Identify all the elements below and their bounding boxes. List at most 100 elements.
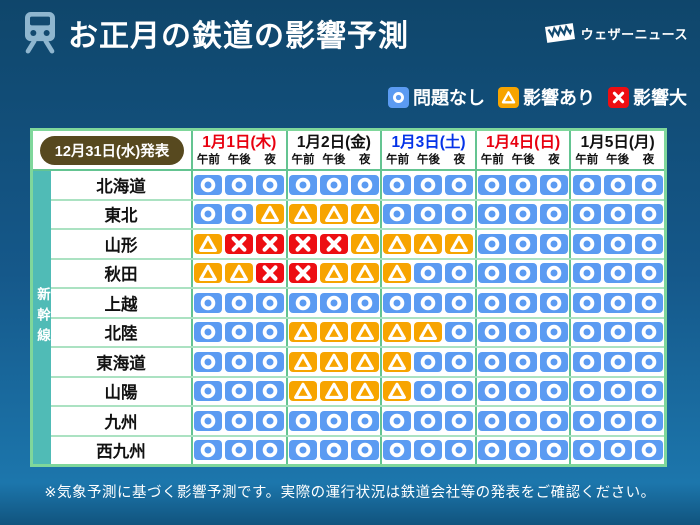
day-time-slots: 午前 午後夜 — [193, 151, 286, 167]
status-icon-warn — [350, 351, 379, 372]
status-icon-ok — [572, 233, 601, 254]
day-time-slots: 午前 午後夜 — [571, 151, 664, 167]
day-header-5: 1月5日(月) 午前 午後夜 — [569, 131, 664, 169]
status-icon-ok — [225, 440, 254, 461]
legend-item-warn: 影響あり — [498, 84, 595, 110]
day-time-slots: 午前 午後夜 — [382, 151, 475, 167]
line-label: 東海道 — [96, 354, 146, 373]
status-icon-ok — [572, 204, 601, 225]
status-icon-ok — [540, 233, 569, 254]
status-icon-warn — [225, 263, 254, 284]
time-slot-label: 午後 — [227, 154, 251, 167]
day-cell — [380, 230, 475, 258]
legend-item-bad: 影響大 — [608, 84, 687, 110]
status-icon-ok — [194, 440, 223, 461]
day-cell — [569, 200, 664, 228]
status-icon-ok — [509, 204, 538, 225]
line-label: 九州 — [104, 413, 138, 432]
day-header-2: 1月2日(金) 午前 午後夜 — [285, 131, 381, 169]
status-icon-ok — [288, 292, 317, 313]
day-cell — [474, 436, 570, 464]
status-icon-ok — [256, 410, 285, 431]
status-icon-warn — [350, 322, 379, 343]
status-icon-ok — [225, 322, 254, 343]
day-cell — [191, 200, 286, 228]
train-icon — [25, 12, 55, 54]
day-cell — [380, 407, 475, 435]
status-icon-warn — [288, 322, 317, 343]
line-label: 上越 — [104, 295, 138, 314]
day-cell — [285, 171, 381, 199]
status-icon-ok — [540, 322, 569, 343]
day-cell — [474, 318, 570, 346]
day-cell — [191, 377, 286, 405]
announce-cell: 12月31日(水)発表 — [33, 131, 191, 169]
status-icon-ok — [194, 292, 223, 313]
status-icon-bad — [256, 263, 285, 284]
time-slot-label: 午前 — [480, 154, 504, 167]
status-icon-ok — [509, 322, 538, 343]
time-slot-label: 午前 — [386, 154, 410, 167]
status-icon-ok — [288, 410, 317, 431]
footer-note: ※気象予測に基づく影響予測です。実際の運行状況は鉄道会社等の発表をご確認ください… — [44, 485, 656, 501]
status-icon-ok — [540, 410, 569, 431]
status-icon-ok — [478, 440, 507, 461]
top-bar: お正月の鉄道の影響予測 ウェザーニュース — [0, 0, 700, 64]
legend-label: 問題なし — [413, 88, 485, 108]
status-icon-ok — [603, 410, 632, 431]
status-icon-ok — [414, 174, 443, 195]
status-icon-ok — [540, 440, 569, 461]
status-icon-ok — [572, 263, 601, 284]
status-icon-ok — [634, 174, 663, 195]
status-icon-ok — [194, 174, 223, 195]
status-icon-ok — [603, 440, 632, 461]
status-icon-ok — [256, 381, 285, 402]
forecast-table: 12月31日(水)発表 1月1日(木) 午前 午後夜 1月2日(金) 午前 午後夜 1月3日… — [30, 128, 667, 467]
status-icon-warn — [319, 204, 348, 225]
page-title: お正月の鉄道の影響予測 — [68, 20, 409, 53]
status-icon-ok — [634, 351, 663, 372]
status-icon-warn — [414, 233, 443, 254]
status-icon-ok — [445, 351, 474, 372]
status-icon-ok — [478, 292, 507, 313]
status-icon-ok — [288, 174, 317, 195]
status-icon-ok — [225, 351, 254, 372]
day-cell — [191, 171, 286, 199]
status-icon-ok — [414, 263, 443, 284]
status-icon-ok — [478, 233, 507, 254]
status-icon-ok — [225, 381, 254, 402]
status-icon-ok — [540, 174, 569, 195]
status-icon-ok — [572, 174, 601, 195]
status-icon-ok — [225, 292, 254, 313]
status-icon-ok — [478, 263, 507, 284]
day-cell — [380, 289, 475, 317]
time-slot-label: 午前 — [196, 154, 220, 167]
day-cell — [380, 259, 475, 287]
status-icon-ok — [288, 440, 317, 461]
status-icon-ok — [603, 381, 632, 402]
status-icon-ok — [383, 204, 412, 225]
time-slot-label: 夜 — [358, 154, 371, 167]
status-icon-ok — [478, 381, 507, 402]
status-icon-ok — [414, 292, 443, 313]
day-header-3: 1月3日(土) 午前 午後夜 — [380, 131, 475, 169]
status-icon-ok — [572, 381, 601, 402]
status-icon-ok — [509, 263, 538, 284]
status-icon-ok — [445, 204, 474, 225]
day-cell — [285, 289, 381, 317]
status-icon-warn — [194, 233, 223, 254]
day-cell — [285, 259, 381, 287]
status-icon-ok — [540, 292, 569, 313]
table-row: 秋田 — [51, 257, 664, 287]
status-icon-warn — [288, 381, 317, 402]
status-icon-ok — [478, 351, 507, 372]
day-cell — [569, 318, 664, 346]
status-icon-bad — [319, 233, 348, 254]
time-slot-label: 夜 — [264, 154, 276, 167]
status-icon-warn — [350, 233, 379, 254]
status-icon-warn — [319, 263, 348, 284]
status-icon-ok — [572, 410, 601, 431]
day-cell — [569, 436, 664, 464]
status-icon-ok — [225, 410, 254, 431]
status-icon-ok — [256, 322, 285, 343]
